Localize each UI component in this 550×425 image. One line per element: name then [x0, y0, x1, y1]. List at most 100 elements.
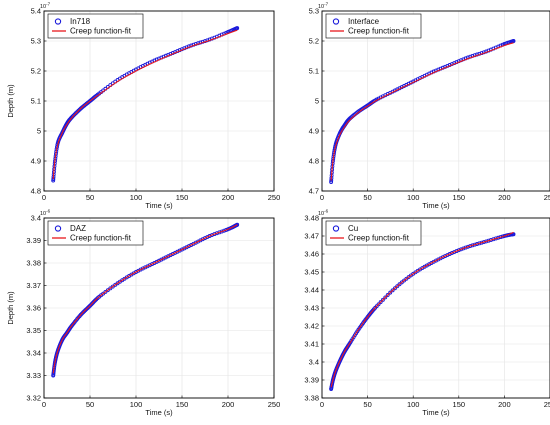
x-tick-label: 200	[498, 400, 511, 409]
y-tick-label: 5	[37, 127, 41, 136]
x-axis-label: Time (s)	[145, 408, 173, 417]
legend-box	[47, 220, 144, 246]
y-tick-label: 3.34	[26, 349, 41, 358]
axes-frame	[43, 217, 275, 399]
x-tick-label: 150	[176, 400, 189, 409]
x-tick-label: 200	[222, 400, 235, 409]
legend-marker-icon	[54, 225, 62, 232]
x-tick-label: 150	[176, 193, 189, 202]
legend-label-fit: Creep function-fit	[70, 27, 132, 36]
x-tick-label: 50	[86, 400, 94, 409]
y-exponent-label: 10-6	[40, 209, 51, 218]
legend-marker-icon	[332, 18, 340, 25]
data-point	[393, 286, 397, 291]
y-tick-label: 3.33	[26, 371, 41, 380]
data-point	[383, 295, 388, 300]
data-point	[385, 293, 390, 297]
x-tick-label: 100	[407, 193, 420, 202]
x-tick-label: 100	[130, 193, 143, 202]
y-tick-label: 3.4	[31, 214, 41, 223]
x-axis-label: Time (s)	[422, 408, 450, 417]
legend-label-data: In718	[70, 17, 91, 26]
y-tick-label: 4.7	[309, 187, 319, 196]
data-markers	[51, 222, 240, 378]
fit-line	[330, 231, 514, 388]
legend-box	[325, 13, 422, 39]
legend-marker-icon	[332, 225, 340, 232]
y-tick-label: 3.38	[26, 259, 41, 268]
x-tick-label: 100	[130, 400, 143, 409]
fit-line	[52, 224, 238, 374]
data-point	[511, 39, 516, 43]
data-markers	[329, 232, 516, 391]
y-tick-label: 3.47	[304, 232, 319, 241]
data-point	[397, 282, 402, 287]
data-markers	[51, 26, 240, 183]
data-point	[395, 284, 400, 289]
y-tick-label: 3.45	[304, 268, 319, 277]
x-axis-label: Time (s)	[145, 201, 173, 210]
x-tick-label: 150	[453, 193, 466, 202]
data-point	[108, 286, 113, 291]
y-tick-label: 3.32	[26, 394, 41, 403]
y-axis-label: Depth (m)	[6, 291, 15, 325]
y-tick-label: 5	[315, 97, 319, 106]
x-tick-label: 250	[268, 193, 281, 202]
y-tick-label: 3.37	[26, 281, 41, 290]
legend-box	[47, 13, 144, 39]
x-tick-label: 50	[363, 193, 371, 202]
y-exponent-label: 10-7	[40, 2, 51, 11]
y-tick-label: 5.3	[309, 7, 319, 16]
y-tick-label: 5.1	[31, 97, 41, 106]
data-markers	[329, 39, 516, 184]
legend-label-data: Interface	[348, 17, 380, 26]
x-tick-label: 0	[320, 193, 324, 202]
legend-label-data: DAZ	[70, 224, 86, 233]
y-tick-label: 3.39	[26, 236, 41, 245]
legend-label-data: Cu	[348, 224, 358, 233]
x-tick-label: 200	[222, 193, 235, 202]
x-tick-label: 250	[544, 400, 550, 409]
y-tick-label: 3.46	[304, 250, 319, 259]
x-axis-label: Time (s)	[422, 201, 450, 210]
y-tick-label: 4.9	[31, 157, 41, 166]
data-point	[380, 297, 385, 302]
legend-label-fit: Creep function-fit	[348, 27, 410, 36]
fit-line	[52, 29, 238, 180]
y-tick-label: 4.9	[309, 127, 319, 136]
grid	[321, 217, 550, 399]
y-tick-label: 5.2	[309, 37, 319, 46]
y-tick-label: 3.36	[26, 304, 41, 313]
chart-panel-4: 0 50 100 150 200 250 3.38 3.39 3.4 3.41 3.42 3.43 3.…	[304, 209, 550, 417]
x-tick-label: 50	[86, 193, 94, 202]
y-tick-label: 3.4	[309, 358, 319, 367]
x-tick-label: 250	[268, 400, 281, 409]
y-axis-label: Depth (m)	[6, 84, 15, 118]
legend-marker-icon	[54, 18, 62, 25]
data-point	[105, 288, 110, 293]
data-point	[103, 289, 108, 294]
x-tick-label: 100	[407, 400, 420, 409]
data-point	[235, 222, 240, 227]
chart-panel-2: 0 50 100 150 200 250 4.7 4.8 4.9 5 5.1 5.2 5.310-7 Ti…	[309, 2, 550, 210]
y-tick-label: 4.8	[31, 187, 41, 196]
y-tick-label: 3.39	[304, 376, 319, 385]
x-tick-label: 50	[363, 400, 371, 409]
x-tick-label: 0	[42, 193, 46, 202]
data-point	[399, 280, 404, 285]
x-tick-label: 0	[320, 400, 324, 409]
y-tick-label: 3.43	[304, 304, 319, 313]
data-point	[390, 288, 395, 293]
y-tick-label: 3.42	[304, 322, 319, 331]
x-tick-label: 150	[453, 400, 466, 409]
legend-box	[325, 220, 422, 246]
axes-frame	[43, 10, 275, 192]
x-tick-label: 0	[42, 400, 46, 409]
y-tick-label: 3.48	[304, 214, 319, 223]
data-point	[388, 290, 393, 295]
fit-line	[330, 42, 514, 181]
